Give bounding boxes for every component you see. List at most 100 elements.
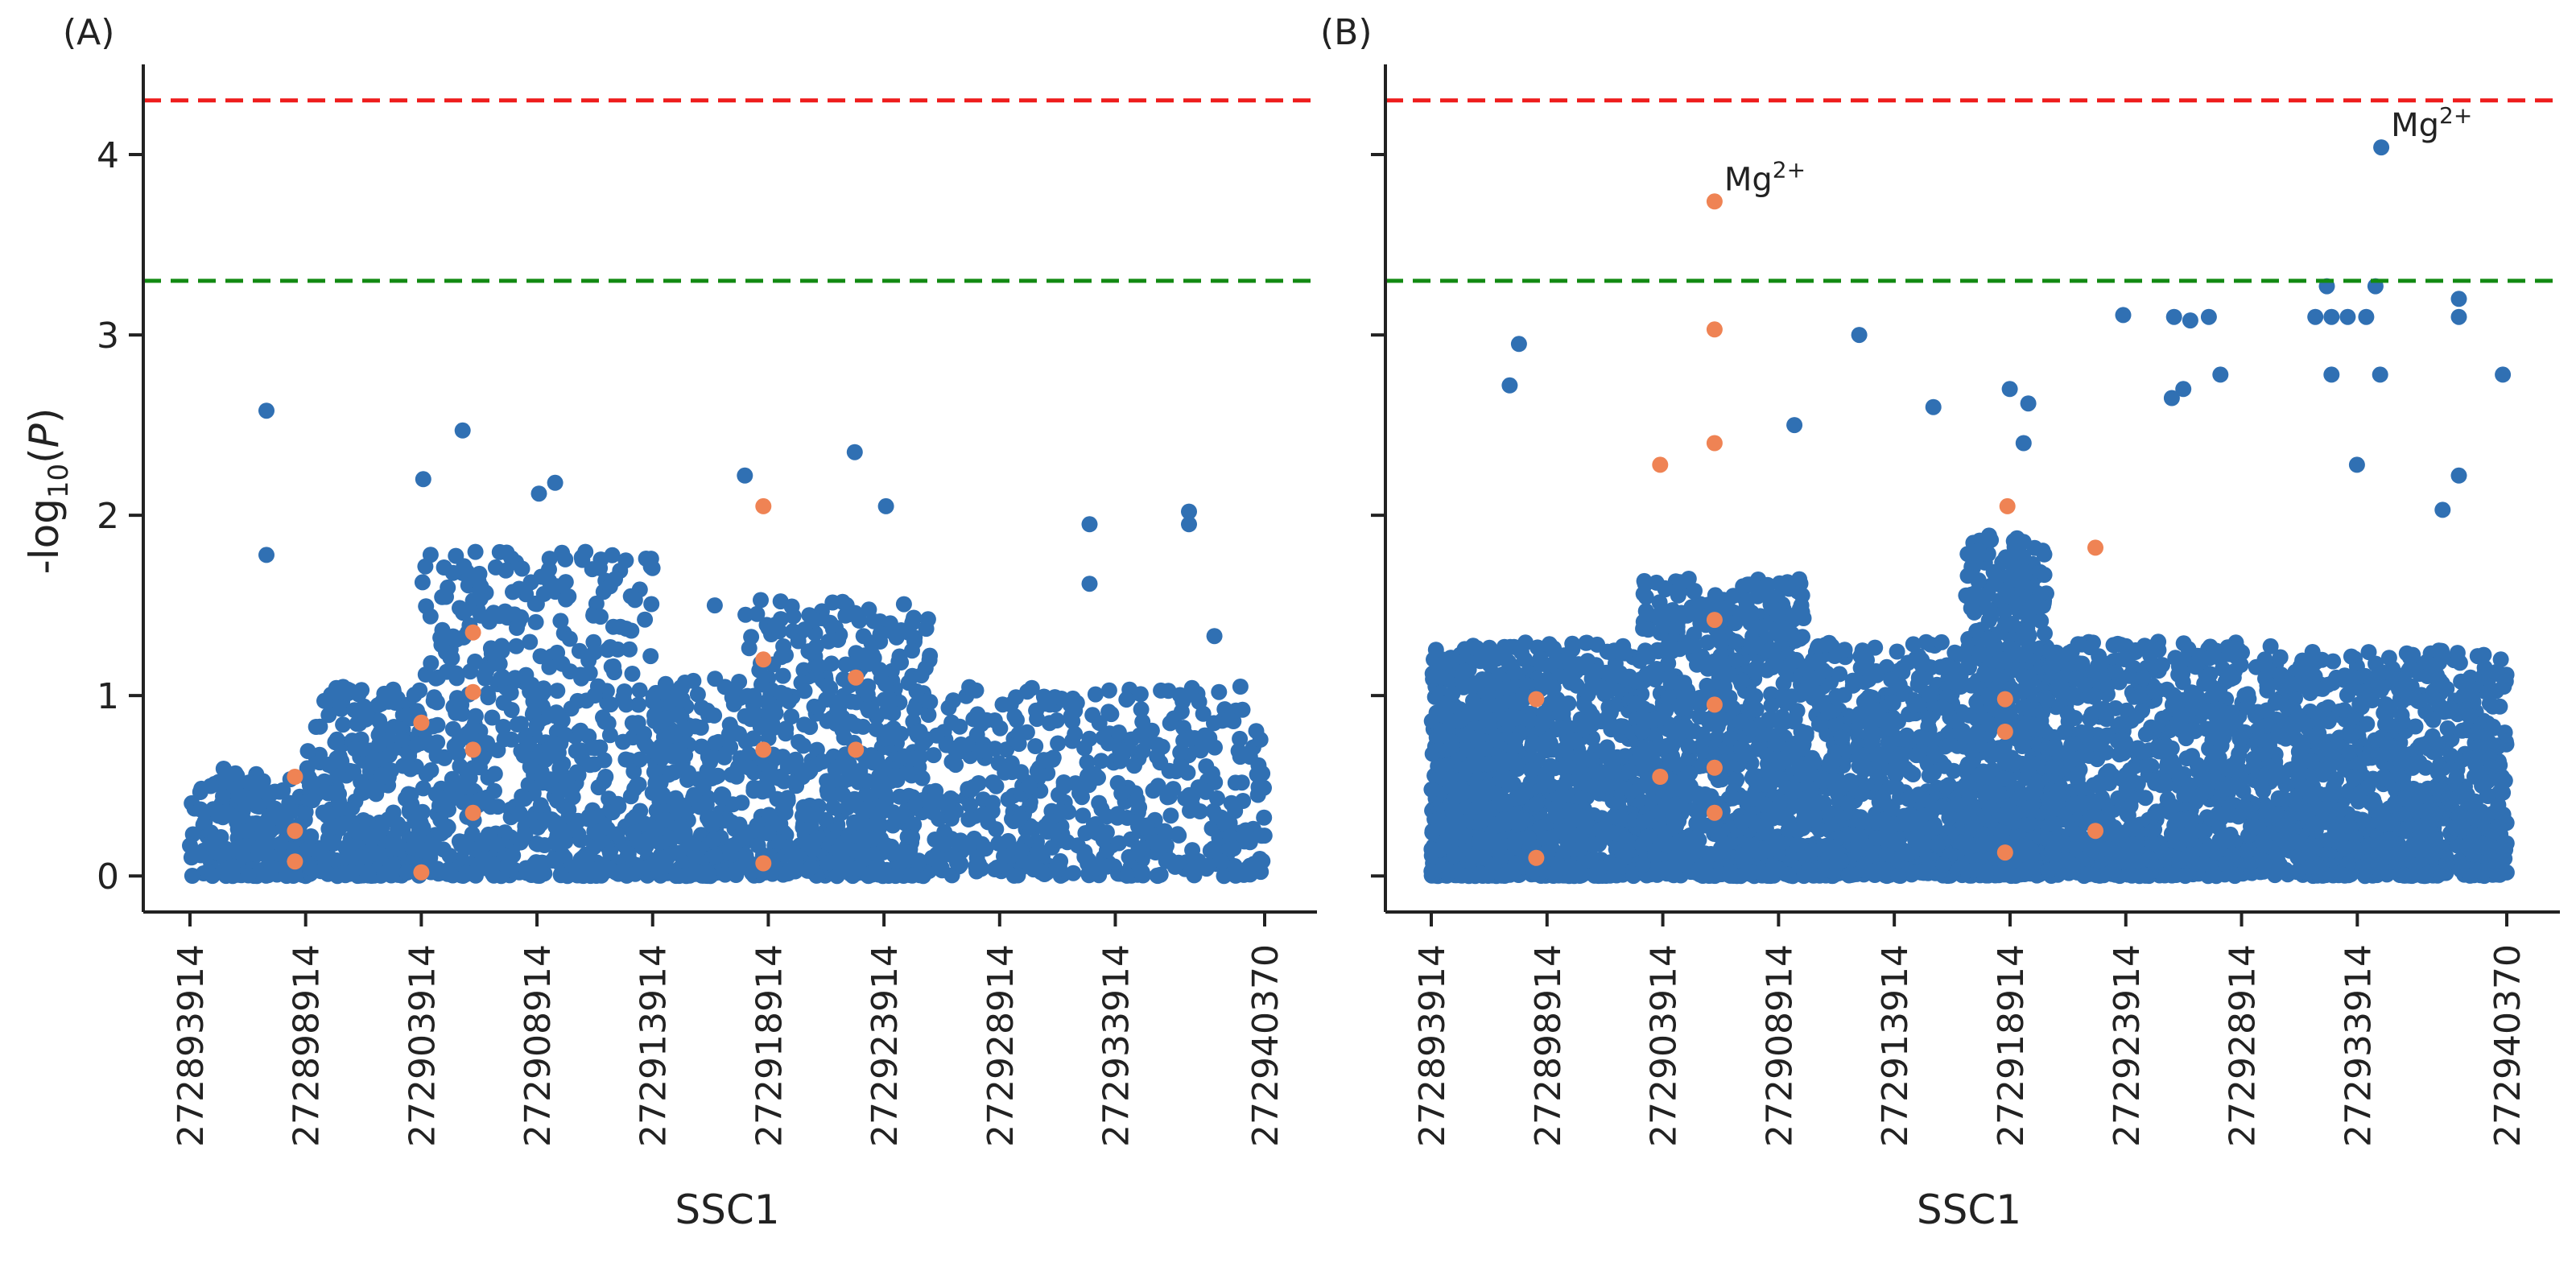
data-point — [1206, 844, 1223, 860]
data-point — [240, 867, 257, 884]
data-point — [907, 796, 924, 813]
data-point — [840, 606, 857, 623]
data-point — [1110, 724, 1127, 741]
data-point — [741, 640, 758, 657]
data-point — [940, 699, 957, 716]
data-point — [386, 719, 402, 735]
data-point — [224, 858, 241, 875]
data-point — [1198, 758, 1215, 774]
data-point — [745, 687, 762, 704]
data-point — [1667, 796, 1684, 813]
highlight-point — [464, 683, 481, 700]
data-point — [1491, 794, 1508, 811]
data-point — [1434, 669, 1451, 686]
data-point — [554, 655, 571, 672]
data-point — [621, 641, 638, 658]
data-point — [473, 791, 489, 808]
data-point — [855, 628, 872, 645]
data-point — [799, 836, 816, 852]
data-point — [922, 647, 939, 664]
data-point — [531, 856, 548, 873]
data-point — [1077, 825, 1094, 841]
data-point — [883, 730, 900, 747]
data-point — [1670, 607, 1687, 624]
data-point — [753, 592, 769, 609]
data-point — [530, 485, 547, 502]
data-point — [1228, 867, 1244, 884]
data-point — [514, 560, 530, 577]
data-point — [1663, 738, 1680, 755]
data-point — [601, 727, 618, 744]
data-point — [1719, 667, 1736, 683]
data-point — [630, 776, 647, 793]
data-point — [1603, 824, 1620, 841]
data-point — [707, 848, 724, 865]
data-point — [1235, 793, 1252, 809]
data-point — [638, 551, 654, 567]
data-point — [1457, 760, 1474, 777]
data-point — [1602, 644, 1619, 661]
data-point — [842, 713, 859, 730]
data-point — [506, 606, 523, 623]
data-point — [472, 759, 488, 776]
y-tick-label: 1 — [97, 676, 119, 717]
data-point — [911, 723, 928, 740]
data-point — [1074, 789, 1090, 806]
x-tick-label: 272940370 — [1245, 944, 1286, 1147]
data-point — [308, 719, 324, 735]
data-point — [1129, 791, 1146, 808]
data-point — [900, 848, 917, 865]
data-point — [904, 867, 921, 884]
data-point — [1062, 696, 1079, 713]
data-point — [1564, 641, 1581, 658]
data-point — [823, 655, 840, 672]
data-point — [803, 859, 819, 876]
data-point — [346, 702, 363, 719]
data-point — [1168, 763, 1185, 780]
data-point — [645, 856, 662, 873]
x-axis-title: SSC1 — [675, 1186, 779, 1233]
data-point — [371, 712, 388, 729]
data-point — [250, 840, 267, 856]
data-point — [1744, 813, 1761, 830]
highlight-point — [464, 741, 481, 758]
data-point — [779, 790, 796, 807]
data-point — [521, 735, 538, 752]
data-point — [384, 837, 401, 854]
data-point — [1084, 707, 1101, 724]
data-point — [328, 731, 345, 748]
panel-label: (B) — [1320, 12, 1373, 53]
data-point — [371, 736, 388, 753]
data-point — [303, 828, 320, 844]
data-point — [527, 613, 544, 630]
data-point — [1552, 705, 1569, 722]
data-point — [285, 868, 302, 884]
data-point — [890, 654, 907, 670]
data-point — [1660, 689, 1677, 706]
data-point — [1754, 726, 1771, 743]
data-point — [536, 837, 553, 853]
data-point — [1721, 730, 1738, 747]
data-point — [509, 620, 525, 636]
data-point — [1162, 852, 1179, 869]
data-point — [1173, 704, 1190, 720]
data-point — [1769, 606, 1786, 623]
data-point — [493, 642, 510, 659]
data-point — [489, 799, 506, 815]
data-point — [1552, 860, 1569, 877]
data-point — [263, 860, 279, 877]
highlight-point — [755, 497, 772, 514]
data-point — [1509, 709, 1525, 726]
data-point — [852, 829, 869, 845]
data-point — [1514, 788, 1531, 805]
data-point — [415, 842, 431, 859]
data-point — [968, 682, 985, 699]
data-point — [450, 733, 467, 750]
data-point — [1468, 640, 1485, 657]
data-point — [518, 860, 535, 877]
data-point — [1036, 866, 1053, 882]
data-point — [202, 778, 219, 794]
data-point — [607, 571, 623, 588]
data-point — [452, 757, 469, 774]
